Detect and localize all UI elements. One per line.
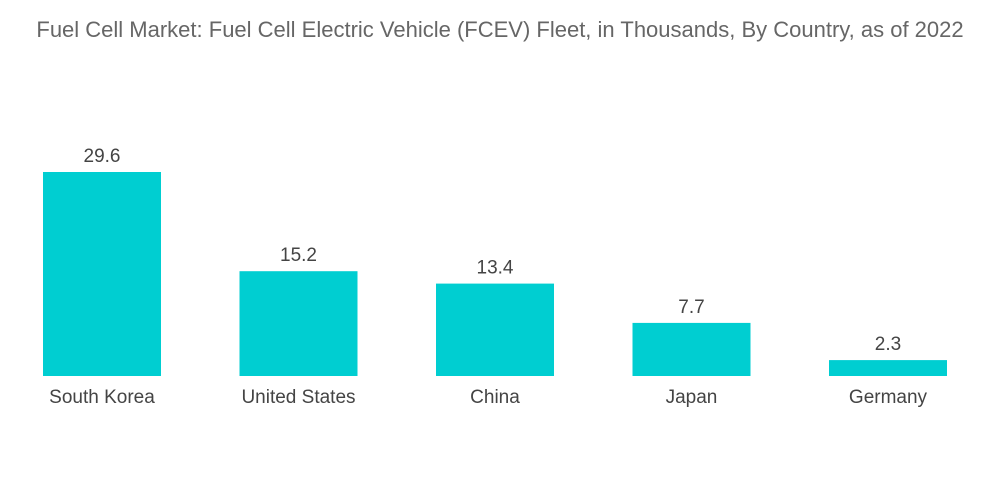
bar-united-states	[239, 271, 358, 376]
data-label: 13.4	[477, 258, 514, 279]
bar-china	[436, 283, 554, 376]
x-tick-label: China	[470, 387, 520, 408]
x-tick-label: United States	[241, 387, 355, 408]
x-tick-label: Germany	[849, 387, 928, 408]
data-label: 2.3	[875, 334, 901, 355]
x-tick-label: South Korea	[49, 387, 155, 408]
bar-south-korea	[43, 172, 161, 376]
data-label: 15.2	[280, 245, 317, 266]
x-tick-label: Japan	[666, 387, 718, 408]
chart-title: Fuel Cell Market: Fuel Cell Electric Veh…	[36, 17, 964, 42]
data-label: 29.6	[84, 146, 121, 167]
bar-germany	[829, 360, 947, 376]
data-label: 7.7	[678, 297, 704, 318]
bar-japan	[632, 322, 751, 376]
